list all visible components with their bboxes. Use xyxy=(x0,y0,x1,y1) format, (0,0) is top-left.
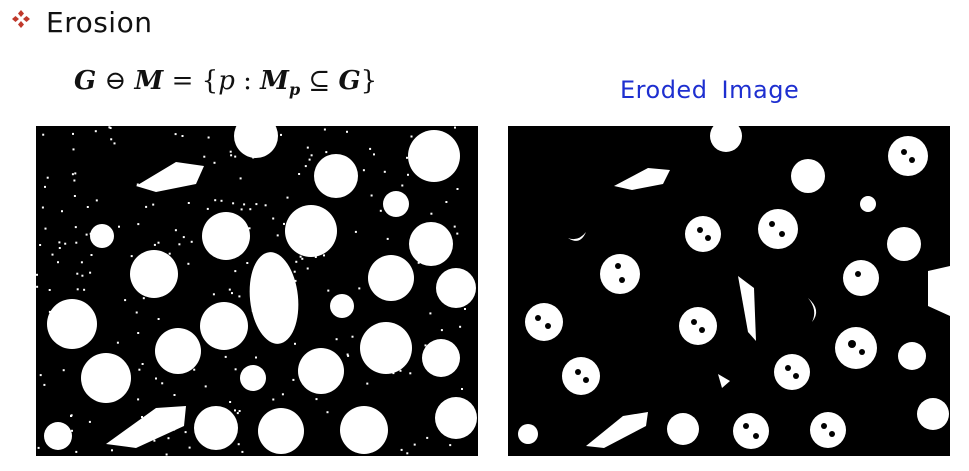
section-heading: Erosion xyxy=(46,6,153,39)
erosion-formula: G ⊖ M = {p : Mp ⊆ G} xyxy=(74,66,378,99)
diamond-bullet-icon xyxy=(12,10,30,28)
eroded-image-caption: Eroded Image xyxy=(620,76,800,104)
eroded-binary-image xyxy=(508,126,950,456)
original-binary-image xyxy=(36,126,478,456)
